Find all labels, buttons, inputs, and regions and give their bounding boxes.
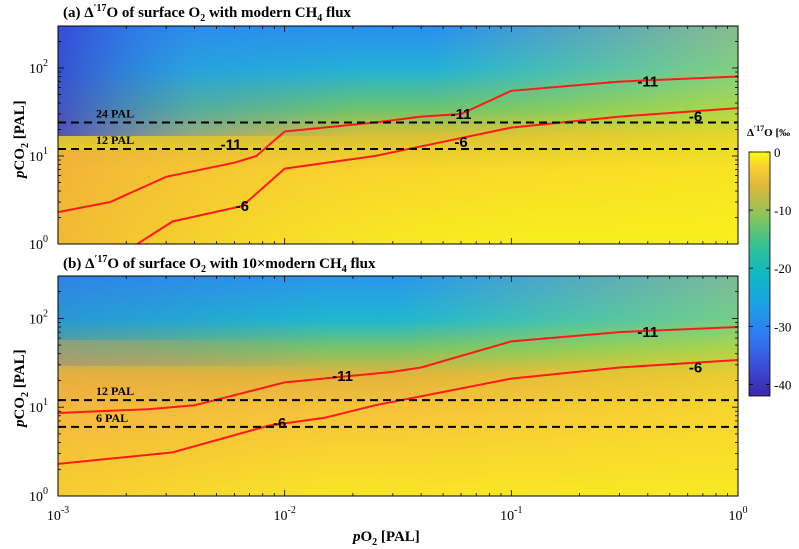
reference-line-label: 12 PAL [96,133,134,147]
panel-b-title: (b) Δ′17O of surface O2 with 10×modern C… [63,254,376,275]
colorbar-tick-label: -10 [774,203,791,218]
y-tick-label: 102 [29,308,48,327]
contour-label: -6 [273,415,286,432]
contour-label: -11 [451,106,472,123]
panel-b: -11 -11 -6 -6 12 PAL 6 PAL 100 101 102 10-3 10-2… [12,254,748,548]
colorbar-tick-label: -20 [774,261,791,276]
reference-line-label: 6 PAL [96,411,128,425]
panel-a-axis-ticks: 100 101 102 [29,25,739,253]
panel-b-heatmap [58,276,738,496]
panel-b-ylabel: pCO2 [PAL] [12,349,31,429]
colorbar-ticks: 0 -10 -20 -30 -40 [749,145,791,392]
contour-line--6 [135,107,738,244]
panel-a-heatmap [58,26,738,244]
colorbar-title: Δ′17O [‰ [747,124,790,139]
colorbar-tick-label: -40 [774,377,791,392]
x-tick-label: 10-2 [273,505,295,524]
x-tick-label: 10-3 [47,505,69,524]
panel-b-axis-ticks: 100 101 102 10-3 10-2 10-1 100 [29,275,748,524]
panel-a-reference-lines: 24 PAL 12 PAL [58,107,738,151]
contour-label: -6 [689,359,702,376]
contour-label: -11 [637,324,658,341]
contour-label: -6 [236,198,249,215]
contour-line--11 [58,326,738,414]
panel-b-contours: -11 -11 -6 -6 [58,324,738,465]
y-tick-label: 101 [29,397,48,416]
reference-line-label: 24 PAL [96,107,134,121]
panel-a: -11 -11 -11 -6 -6 -6 24 PAL 12 PAL 100 101 102 (… [12,3,739,253]
contour-label: -11 [637,74,658,91]
contour-line--6 [58,359,738,465]
x-tick-label: 100 [729,505,748,524]
panel-b-frame [57,275,739,497]
y-tick-label: 100 [29,486,48,505]
y-tick-label: 101 [29,146,48,165]
panel-b-reference-lines: 12 PAL 6 PAL [58,384,738,428]
y-tick-label: 100 [29,234,48,253]
panel-a-contours: -11 -11 -11 -6 -6 -6 [58,74,738,244]
reference-line-label: 12 PAL [96,384,134,398]
contour-label: -6 [689,109,702,126]
panel-a-ylabel: pCO2 [PAL] [12,100,31,180]
x-tick-label: 10-1 [500,505,522,524]
contour-label: -11 [221,137,242,154]
contour-label: -6 [454,134,467,151]
contour-line--11 [58,75,738,214]
y-tick-label: 102 [29,58,48,77]
contour-label: -11 [332,368,353,385]
colorbar: Δ′17O [‰ 0 -10 -20 -30 -40 [747,124,791,397]
colorbar-scale [748,151,771,397]
colorbar-tick-label: 0 [774,145,781,160]
panel-a-frame [57,25,739,245]
colorbar-tick-label: -30 [774,319,791,334]
x-axis-label: pO2 [PAL] [351,529,420,548]
panel-a-title: (a) Δ′17O of surface O2 with modern CH4 … [63,3,352,24]
